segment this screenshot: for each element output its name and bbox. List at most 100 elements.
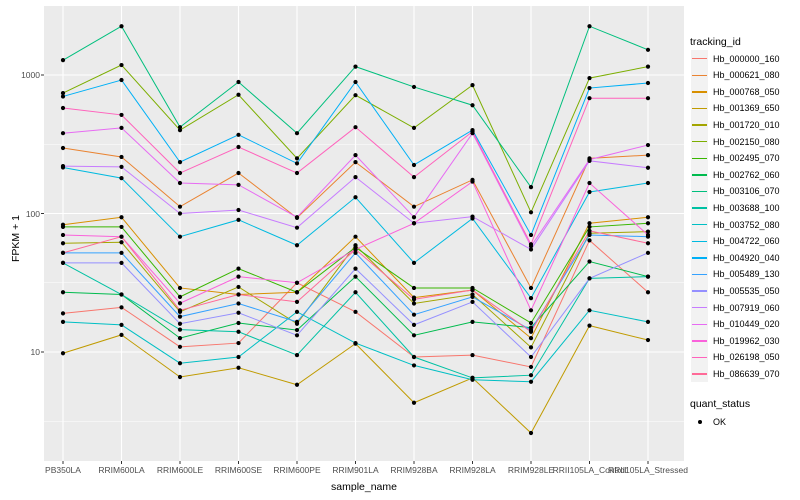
series-color-line-icon [692, 224, 707, 226]
data-point [119, 292, 124, 297]
data-point [645, 221, 651, 226]
data-point [294, 309, 300, 314]
data-point [411, 363, 417, 368]
data-point [470, 294, 475, 299]
data-point [411, 301, 417, 306]
data-point [119, 24, 124, 29]
data-point [353, 153, 358, 158]
legend-label: Hb_002495_070 [713, 153, 780, 164]
data-point [177, 170, 183, 176]
data-point [470, 319, 475, 324]
data-point [645, 215, 651, 220]
series-color-line-icon [692, 240, 707, 242]
data-point [645, 319, 651, 324]
legend-item-Hb_019962_030: Hb_019962_030 [691, 332, 780, 350]
series-color-line-icon [692, 141, 707, 143]
data-point [645, 165, 651, 170]
data-point [470, 179, 475, 184]
data-point [177, 125, 183, 130]
panel-background [44, 6, 684, 461]
data-point [645, 232, 651, 238]
data-point [236, 292, 241, 297]
legend-item-Hb_002495_070: Hb_002495_070 [691, 149, 780, 167]
data-point [177, 301, 183, 306]
data-point [587, 221, 592, 226]
y-tick-label: 100 [25, 208, 40, 219]
data-point [60, 290, 66, 295]
data-point [119, 240, 124, 245]
data-point [353, 309, 358, 314]
legend-label: Hb_001720_010 [713, 119, 780, 130]
data-point [294, 319, 300, 324]
data-point [177, 344, 183, 349]
data-point [645, 47, 651, 52]
data-point [411, 297, 417, 302]
legend-label: Hb_007919_060 [713, 302, 780, 313]
series-color-line-icon [692, 307, 707, 309]
legend-label: Hb_019962_030 [713, 335, 780, 346]
data-point [470, 83, 475, 88]
series-color-line-icon [692, 340, 707, 342]
legend-label: Hb_000000_160 [713, 53, 780, 64]
data-point [236, 354, 241, 360]
data-point [470, 299, 475, 305]
data-point [411, 204, 417, 209]
data-point [236, 182, 241, 187]
data-point [119, 77, 124, 83]
data-point [236, 301, 241, 306]
legend-key-line-icon [691, 365, 708, 383]
legend-key-line-icon [691, 315, 708, 333]
data-point [294, 156, 300, 161]
data-point [119, 250, 124, 255]
data-point [294, 290, 300, 295]
legend-label: Hb_005535_050 [713, 285, 780, 296]
legend-label: Hb_026198_050 [713, 352, 780, 363]
legend-key-line-icon [691, 116, 708, 134]
data-point [177, 321, 183, 326]
legend-label: Hb_003688_100 [713, 202, 780, 213]
data-point [528, 296, 534, 301]
data-point [411, 221, 417, 226]
data-point [177, 204, 183, 209]
x-tick-label: RRIM928LE [507, 465, 555, 475]
data-point [528, 242, 534, 247]
data-point [294, 225, 300, 230]
data-point [528, 430, 534, 436]
legend-label: Hb_002762_060 [713, 169, 780, 180]
data-point [236, 340, 241, 346]
y-tick-label: 10 [30, 347, 40, 357]
data-point [177, 361, 183, 366]
legend-item-Hb_003688_100: Hb_003688_100 [691, 199, 780, 217]
data-point [528, 210, 534, 215]
legend-item-quant-OK: OK [691, 413, 726, 430]
legend-label: OK [713, 416, 727, 427]
data-point [411, 125, 417, 131]
data-point [60, 311, 66, 316]
series-color-line-icon [692, 356, 707, 359]
data-point [528, 232, 534, 238]
data-point [587, 96, 592, 101]
data-point [411, 333, 417, 338]
data-point [60, 224, 66, 230]
data-point [60, 232, 66, 238]
data-point [236, 320, 241, 326]
data-point [528, 335, 534, 341]
data-point [60, 250, 66, 255]
data-point [353, 195, 358, 200]
legend-item-Hb_086639_070: Hb_086639_070 [691, 365, 780, 383]
legend-label: Hb_003752_080 [713, 219, 780, 230]
data-point [470, 287, 475, 293]
x-tick-label: RRIM600LE [156, 465, 204, 475]
x-tick-label: RRIM901LA [332, 465, 379, 475]
data-point [236, 217, 241, 222]
data-point [294, 382, 300, 387]
data-point [528, 308, 534, 313]
x-tick-label: RRII105LA_Control [552, 465, 627, 475]
data-point [294, 280, 300, 285]
data-point [587, 276, 592, 281]
series-color-line-icon [692, 290, 707, 292]
data-point [119, 332, 124, 337]
data-point [236, 144, 241, 150]
data-point [294, 161, 300, 166]
y-tick-label: 1000 [21, 70, 40, 80]
